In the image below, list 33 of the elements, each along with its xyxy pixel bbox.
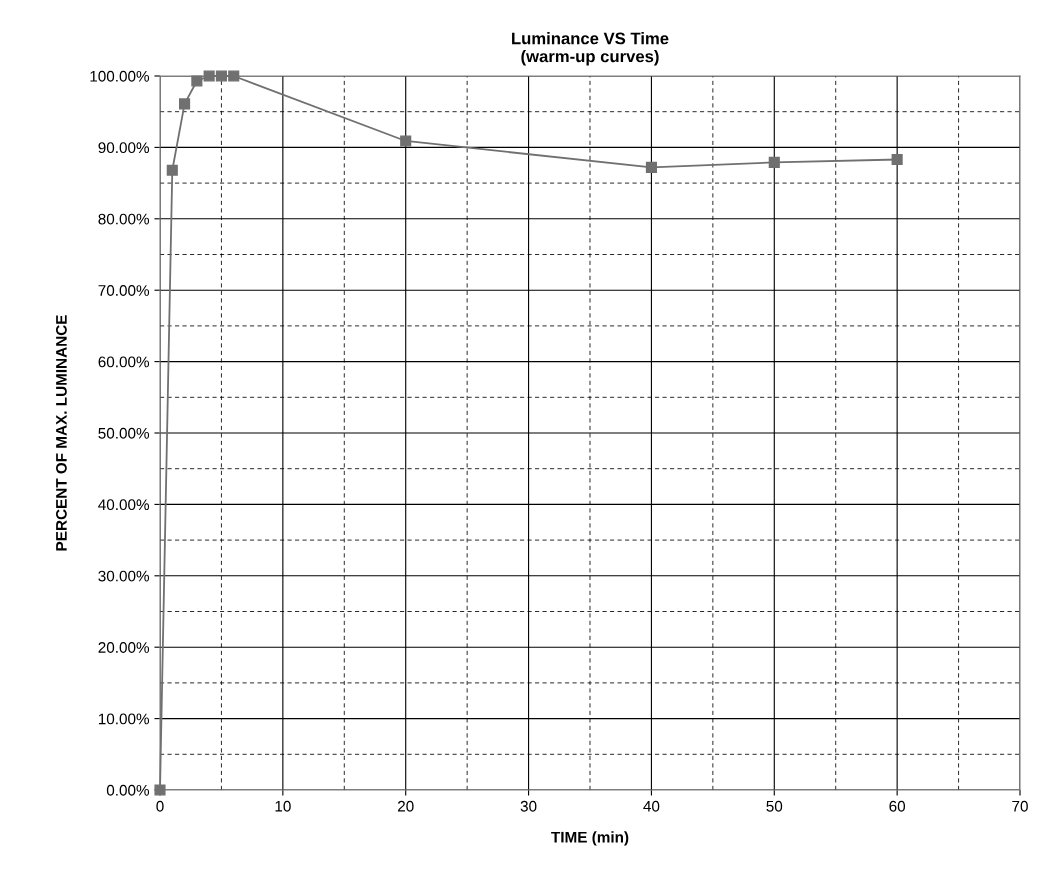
y-tick-label: 10.00% bbox=[98, 713, 150, 725]
point bbox=[154, 784, 166, 796]
x-tick-label: 50 bbox=[766, 800, 783, 812]
x-tick-label: 60 bbox=[889, 800, 906, 812]
x-tick-label: 40 bbox=[643, 800, 660, 812]
point bbox=[203, 70, 215, 82]
point bbox=[215, 70, 227, 82]
y-tick-label: 50.00% bbox=[98, 427, 150, 439]
y-tick-label: 80.00% bbox=[98, 213, 150, 225]
point bbox=[191, 75, 203, 87]
point bbox=[768, 156, 780, 168]
x-tick-label: 20 bbox=[397, 800, 414, 812]
y-tick-label: 70.00% bbox=[98, 285, 150, 296]
y-tick-label: 0.00% bbox=[106, 784, 150, 796]
y-tick-label: 90.00% bbox=[98, 142, 150, 154]
chart-title: Luminance VS Time (warm-up curves) bbox=[512, 32, 669, 66]
x-tick-label: 70 bbox=[1012, 800, 1028, 812]
x-tick-label: 30 bbox=[520, 800, 537, 812]
y-tick-label: 20.00% bbox=[98, 642, 150, 653]
y-tick-label: 100.00% bbox=[90, 70, 150, 82]
point bbox=[179, 98, 191, 110]
point bbox=[891, 153, 903, 166]
point bbox=[228, 70, 240, 82]
y-axis-title: PERCENT OF MAX. LUMINANCE bbox=[55, 315, 67, 551]
y-tick-label: 40.00% bbox=[98, 499, 150, 511]
point bbox=[166, 164, 178, 176]
x-tick-label: 0 bbox=[156, 800, 164, 812]
point bbox=[400, 135, 412, 147]
x-axis-title: TIME (min) bbox=[551, 831, 629, 846]
y-tick-label: 30.00% bbox=[98, 570, 150, 582]
point bbox=[645, 161, 657, 173]
x-tick-label: 10 bbox=[275, 800, 291, 812]
y-tick-label: 60.00% bbox=[98, 356, 150, 368]
